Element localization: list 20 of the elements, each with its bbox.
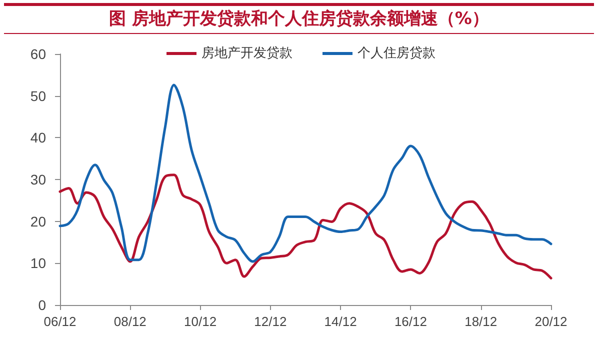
x-tick-label: 12/12 bbox=[254, 314, 287, 329]
y-tick-label: 10 bbox=[30, 255, 46, 272]
y-tick-label: 40 bbox=[30, 130, 46, 146]
legend-label: 个人住房贷款 bbox=[358, 45, 436, 61]
x-tick-label: 10/12 bbox=[184, 314, 217, 329]
x-tick-label: 06/12 bbox=[44, 314, 76, 329]
x-tick-label: 20/12 bbox=[534, 314, 568, 329]
y-tick-label: 50 bbox=[30, 88, 46, 104]
y-tick-label: 20 bbox=[30, 213, 46, 230]
x-tick-label: 14/12 bbox=[324, 314, 357, 329]
x-tick-label: 18/12 bbox=[464, 314, 498, 329]
y-tick-label: 30 bbox=[30, 172, 46, 188]
line-series bbox=[58, 174, 552, 280]
y-tick-label: 0 bbox=[38, 297, 46, 313]
line-series bbox=[58, 84, 552, 263]
x-tick-label: 16/12 bbox=[394, 314, 427, 329]
y-tick-label: 60 bbox=[30, 46, 46, 62]
x-tick-label: 08/12 bbox=[114, 314, 146, 329]
legend-label: 房地产开发贷款 bbox=[202, 45, 292, 61]
chart-title: 图 房地产开发贷款和个人住房贷款余额增速（%） bbox=[4, 3, 594, 34]
